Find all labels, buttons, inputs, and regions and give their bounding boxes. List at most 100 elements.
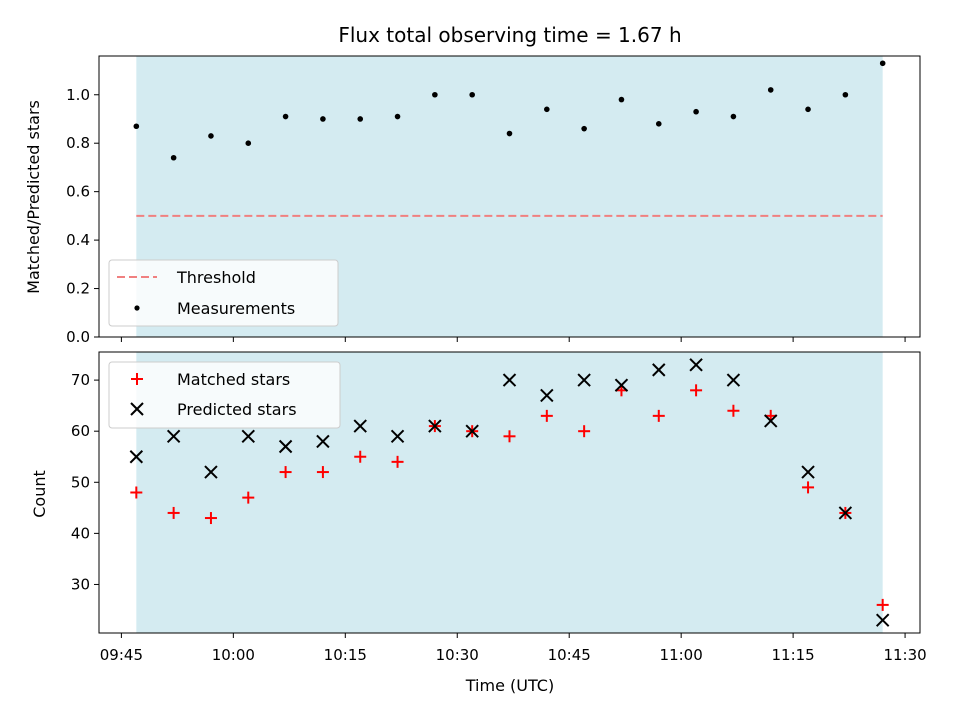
legend-matched-swatch xyxy=(131,373,143,385)
predicted-star-point xyxy=(390,429,405,444)
measurement-point xyxy=(170,154,177,161)
measurement-point xyxy=(320,116,326,122)
legend-threshold-label: Threshold xyxy=(176,268,256,287)
predicted-star-point xyxy=(428,419,442,433)
matched-star-point xyxy=(578,425,591,438)
predicted-star-point xyxy=(614,378,629,392)
measurement-points xyxy=(133,60,886,161)
legend-matched-label: Matched stars xyxy=(177,370,290,389)
ratio-panel: 0.0 0.2 0.4 0.6 0.8 1.0 Flux total observing … xyxy=(24,23,921,346)
predicted-star-point xyxy=(726,373,741,387)
predicted-star-point xyxy=(278,439,293,454)
ratio-y-ticks: 0.0 0.2 0.4 0.6 0.8 1.0 xyxy=(66,86,99,346)
chart-title: Flux total observing time = 1.67 h xyxy=(338,23,681,47)
measurement-point xyxy=(133,123,140,130)
measurement-point xyxy=(506,130,513,137)
x-tick-label: 11:00 xyxy=(660,646,703,664)
measurement-point xyxy=(394,113,401,120)
predicted-star-point xyxy=(316,434,330,449)
count-points xyxy=(129,358,890,627)
ratio-y-tick-label: 0.6 xyxy=(66,183,90,201)
count-y-axis-label: Count xyxy=(30,470,49,518)
ratio-legend-box xyxy=(108,259,339,327)
x-tick-label: 10:30 xyxy=(436,646,479,664)
measurement-point xyxy=(842,91,849,98)
measurement-point xyxy=(544,106,550,113)
predicted-star-point xyxy=(166,429,181,444)
x-axis-label: Time (UTC) xyxy=(465,676,554,695)
ratio-panel-frame xyxy=(98,55,921,338)
predicted-star-point xyxy=(204,465,218,479)
predicted-star-point xyxy=(652,363,666,377)
measurement-point xyxy=(693,108,699,115)
predicted-star-point xyxy=(875,613,890,627)
count-y-tick-label: 70 xyxy=(71,371,90,389)
matched-star-point xyxy=(876,598,889,611)
predicted-star-point xyxy=(540,388,554,403)
x-tick-label: 10:45 xyxy=(548,646,591,664)
count-y-tick-label: 50 xyxy=(71,473,90,491)
count-panel-frame xyxy=(98,351,921,634)
count-y-tick-label: 60 xyxy=(71,422,90,440)
legend-predicted-swatch xyxy=(130,402,144,416)
predicted-star-point xyxy=(577,373,591,387)
x-tick-label: 11:30 xyxy=(883,646,926,664)
ratio-y-tick-label: 1.0 xyxy=(66,86,90,104)
measurement-point xyxy=(469,91,475,98)
matched-star-point xyxy=(130,486,143,499)
legend-measurements-label: Measurements xyxy=(177,299,295,318)
matched-star-point xyxy=(540,409,553,422)
ratio-y-tick-label: 0.2 xyxy=(66,280,90,298)
count-panel: 30 40 50 60 70 09:45 10:00 10:15 10:30 10:45 11:0… xyxy=(30,351,927,695)
measurement-point xyxy=(879,60,886,67)
matched-star-point xyxy=(391,455,404,468)
ratio-x-ticks xyxy=(120,337,906,342)
ratio-y-axis-label: Matched/Predicted stars xyxy=(24,100,43,294)
count-y-ticks: 30 40 50 60 70 xyxy=(71,371,99,593)
matched-star-point xyxy=(727,404,740,417)
ratio-y-tick-label: 0.8 xyxy=(66,134,90,152)
matched-star-point xyxy=(316,466,329,479)
measurement-point xyxy=(282,113,289,120)
matched-star-point xyxy=(279,466,292,479)
matched-star-point xyxy=(652,409,665,422)
measurement-point xyxy=(618,96,625,103)
predicted-star-point xyxy=(353,419,367,433)
x-tick-label: 10:00 xyxy=(212,646,255,664)
measurement-point xyxy=(805,106,811,113)
matched-star-point xyxy=(503,430,516,443)
matched-star-point xyxy=(167,506,180,519)
matched-star-point xyxy=(204,512,217,525)
count-legend: Matched stars Predicted stars xyxy=(108,361,341,429)
measurement-point xyxy=(581,125,587,132)
ratio-y-tick-label: 0.4 xyxy=(66,231,90,249)
measurement-point xyxy=(432,91,438,98)
legend-measurements-swatch xyxy=(134,305,140,311)
predicted-star-point xyxy=(764,414,778,428)
predicted-star-point xyxy=(502,373,517,387)
measurement-point xyxy=(208,133,214,139)
ratio-legend: Threshold Measurements xyxy=(108,259,339,327)
count-y-tick-label: 40 xyxy=(71,524,90,542)
predicted-star-point xyxy=(465,424,479,438)
predicted-star-point xyxy=(689,358,703,372)
measurement-point xyxy=(245,140,252,147)
predicted-star-point xyxy=(241,429,255,444)
x-tick-label: 09:45 xyxy=(100,646,143,664)
measurement-point xyxy=(767,87,774,93)
measurement-point xyxy=(357,116,364,122)
count-y-tick-label: 30 xyxy=(71,575,90,593)
matched-star-point xyxy=(242,491,255,504)
ratio-y-tick-label: 0.0 xyxy=(66,328,90,346)
x-tick-label: 11:15 xyxy=(772,646,815,664)
matched-star-point xyxy=(690,384,703,397)
x-tick-label: 10:15 xyxy=(324,646,367,664)
legend-predicted-label: Predicted stars xyxy=(177,400,297,419)
count-x-ticks: 09:45 10:00 10:15 10:30 10:45 11:00 11:15 11:30 xyxy=(100,633,927,664)
count-legend-box xyxy=(108,361,341,429)
predicted-star-point xyxy=(129,450,144,464)
predicted-star-point xyxy=(801,465,815,479)
predicted-star-point xyxy=(838,506,853,520)
matched-star-point xyxy=(354,450,367,463)
